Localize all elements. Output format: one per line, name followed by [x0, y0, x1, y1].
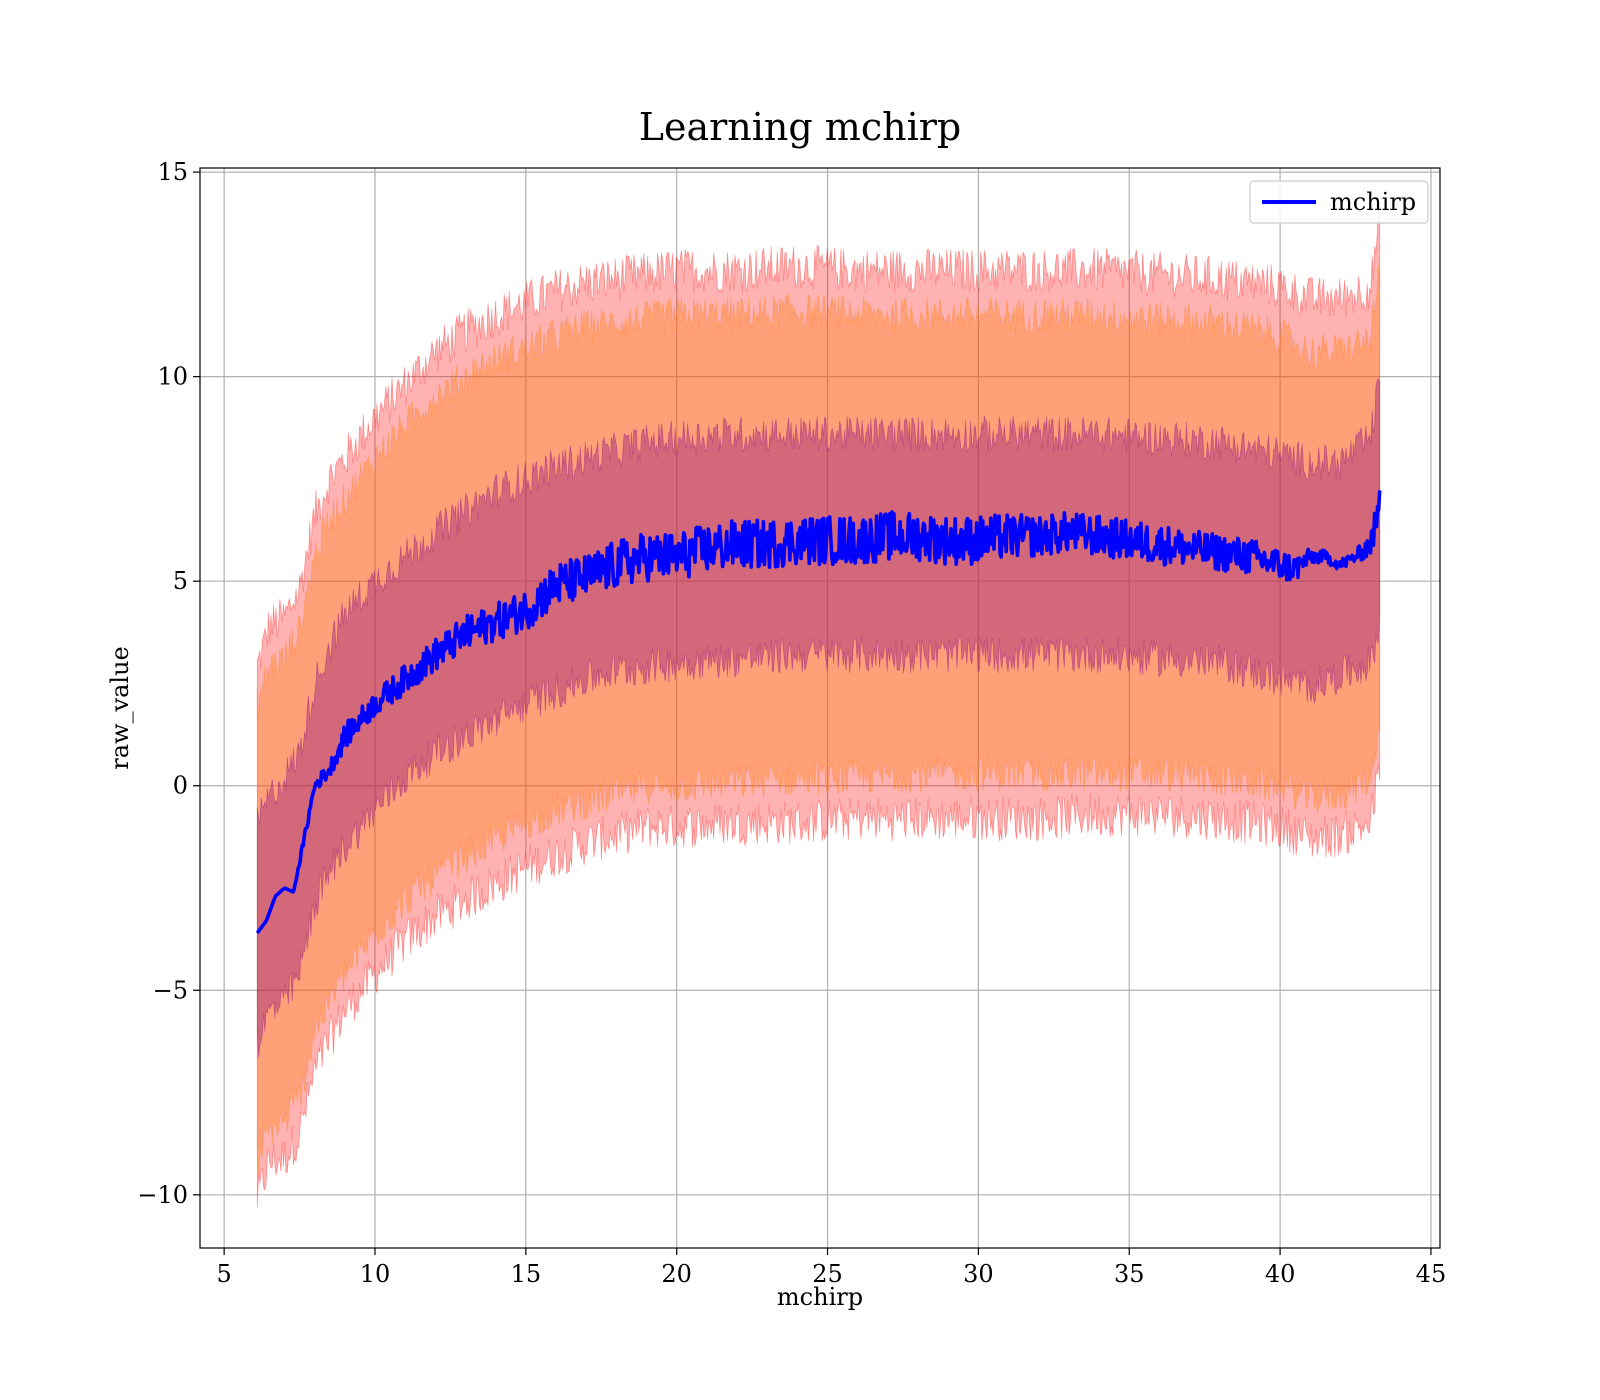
y-tick-label: 5: [173, 567, 188, 595]
y-axis-ticks: −10 −5 0 5 10 15: [137, 158, 200, 1209]
x-tick-label: 15: [511, 1260, 542, 1288]
y-tick-label: −5: [153, 976, 188, 1004]
x-tick-label: 35: [1114, 1260, 1145, 1288]
x-tick-label: 40: [1265, 1260, 1296, 1288]
x-axis-label: mchirp: [777, 1283, 863, 1311]
y-axis-label: raw_value: [106, 646, 134, 770]
x-tick-label: 20: [661, 1260, 692, 1288]
x-tick-label: 25: [812, 1260, 843, 1288]
plot-frame: [199, 167, 1441, 1249]
y-tick-label: 10: [157, 363, 188, 391]
x-tick-label: 5: [216, 1260, 231, 1288]
y-tick-label: 15: [157, 158, 188, 186]
band-0: [256, 208, 1381, 1208]
x-axis-ticks: 5 10 15 20 25 30 35 40 45: [216, 1248, 1446, 1288]
x-tick-label: 45: [1416, 1260, 1447, 1288]
x-tick-label: 30: [963, 1260, 994, 1288]
legend-box: [1249, 180, 1429, 224]
y-tick-label: −10: [137, 1181, 188, 1209]
series-line-mchirp: [255, 490, 1382, 935]
y-tick-label: 0: [173, 772, 188, 800]
legend: mchirp: [1249, 180, 1429, 224]
x-tick-label: 10: [360, 1260, 391, 1288]
mean-line-layer: [255, 490, 1382, 935]
band-1: [256, 265, 1381, 1174]
legend-label: mchirp: [1330, 188, 1416, 216]
grid-lines: [200, 168, 1440, 1248]
chart-title: Learning mchirp: [639, 105, 961, 149]
